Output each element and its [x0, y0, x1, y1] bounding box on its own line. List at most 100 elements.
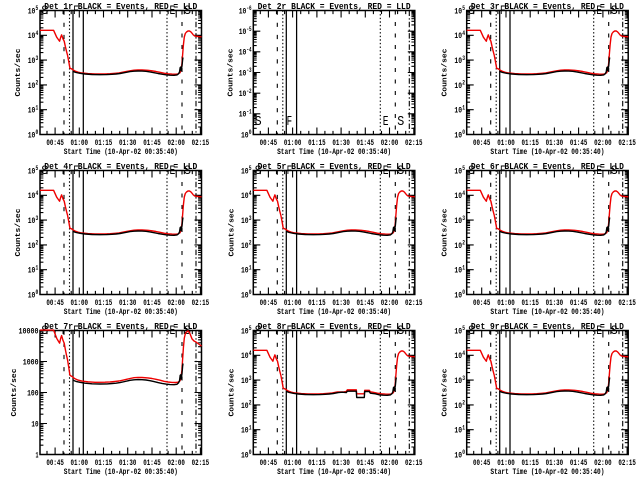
svg-text:Det 8r BLACK = Events, RED = L: Det 8r BLACK = Events, RED = LLD [258, 322, 412, 332]
svg-text:10: 10 [28, 7, 36, 16]
svg-text:2: 2 [462, 80, 465, 87]
svg-text:01:00: 01:00 [284, 139, 302, 148]
svg-text:2: 2 [249, 400, 252, 407]
svg-text:F: F [287, 114, 293, 130]
svg-text:01:45: 01:45 [570, 459, 588, 468]
svg-text:01:00: 01:00 [284, 459, 302, 468]
svg-text:S: S [611, 163, 618, 178]
svg-text:10: 10 [241, 352, 249, 361]
svg-text:10: 10 [454, 82, 462, 91]
svg-text:10: 10 [28, 167, 36, 176]
svg-text:4: 4 [249, 190, 252, 197]
svg-text:5: 5 [462, 5, 465, 12]
svg-text:10: 10 [241, 327, 249, 336]
svg-text:10: 10 [454, 427, 462, 436]
svg-text:10: 10 [28, 242, 36, 251]
svg-text:F: F [500, 323, 506, 338]
svg-text:E: E [596, 3, 602, 18]
svg-text:02:00: 02:00 [167, 139, 185, 148]
svg-text:S: S [184, 3, 191, 18]
svg-text:01:30: 01:30 [546, 139, 564, 148]
svg-text:2: 2 [36, 240, 39, 247]
svg-text:10: 10 [241, 427, 249, 436]
svg-text:4: 4 [462, 350, 465, 357]
svg-text:10: 10 [454, 57, 462, 66]
svg-text:1: 1 [36, 104, 39, 111]
svg-text:02:00: 02:00 [381, 299, 399, 308]
svg-text:10: 10 [454, 192, 462, 201]
svg-text:Det 6r BLACK = Events, RED = L: Det 6r BLACK = Events, RED = LLD [471, 162, 625, 172]
svg-text:1: 1 [249, 264, 252, 271]
svg-text:2: 2 [36, 80, 39, 87]
svg-text:1: 1 [249, 424, 252, 431]
svg-text:4: 4 [36, 30, 39, 37]
svg-text:S: S [468, 163, 475, 178]
svg-text:0: 0 [249, 289, 252, 296]
svg-text:-6: -6 [247, 5, 252, 12]
svg-text:0: 0 [462, 129, 465, 136]
svg-text:10: 10 [241, 377, 249, 386]
svg-text:4: 4 [249, 350, 252, 357]
svg-text:10: 10 [28, 131, 36, 140]
svg-text:02:15: 02:15 [192, 139, 210, 148]
svg-text:00:45: 00:45 [260, 459, 278, 468]
svg-text:2: 2 [462, 400, 465, 407]
svg-text:02:15: 02:15 [405, 139, 423, 148]
svg-text:01:15: 01:15 [308, 299, 326, 308]
svg-text:S: S [255, 163, 262, 178]
svg-text:0: 0 [36, 289, 39, 296]
svg-text:00:45: 00:45 [46, 139, 64, 148]
svg-text:3: 3 [36, 55, 39, 62]
svg-text:10: 10 [454, 402, 462, 411]
svg-text:10: 10 [454, 217, 462, 226]
svg-text:00:45: 00:45 [46, 459, 64, 468]
svg-text:01:45: 01:45 [143, 139, 161, 148]
svg-text:3: 3 [249, 215, 252, 222]
svg-text:Det 5r BLACK = Events, RED = L: Det 5r BLACK = Events, RED = LLD [258, 162, 412, 172]
svg-text:E: E [170, 323, 176, 338]
svg-text:F: F [287, 163, 293, 178]
svg-text:10: 10 [28, 291, 36, 300]
svg-text:4: 4 [36, 190, 39, 197]
svg-text:Counts/sec: Counts/sec [442, 209, 450, 257]
svg-text:S: S [468, 3, 475, 18]
svg-text:F: F [73, 323, 79, 338]
svg-text:01:00: 01:00 [284, 299, 302, 308]
svg-text:01:45: 01:45 [570, 139, 588, 148]
svg-text:5: 5 [462, 325, 465, 332]
svg-text:01:00: 01:00 [497, 459, 515, 468]
svg-text:4: 4 [462, 190, 465, 197]
svg-text:0: 0 [462, 289, 465, 296]
svg-text:10: 10 [454, 242, 462, 251]
svg-text:10: 10 [454, 291, 462, 300]
svg-text:01:00: 01:00 [71, 139, 89, 148]
svg-text:Start Time (10-Apr-02 00:35:40: Start Time (10-Apr-02 00:35:40) [64, 468, 178, 477]
svg-text:01:00: 01:00 [71, 459, 89, 468]
svg-text:02:15: 02:15 [618, 139, 636, 148]
svg-text:1: 1 [36, 451, 39, 460]
svg-text:02:15: 02:15 [618, 459, 636, 468]
svg-text:10: 10 [454, 327, 462, 336]
svg-text:0: 0 [249, 449, 252, 456]
svg-text:10: 10 [241, 451, 249, 460]
svg-text:10: 10 [241, 192, 249, 201]
svg-text:10: 10 [239, 7, 247, 16]
svg-text:S: S [184, 163, 191, 178]
svg-text:10: 10 [454, 352, 462, 361]
svg-text:E: E [170, 163, 176, 178]
svg-text:1: 1 [462, 264, 465, 271]
svg-text:01:45: 01:45 [143, 459, 161, 468]
svg-text:10: 10 [28, 82, 36, 91]
svg-text:Counts/sec: Counts/sec [442, 49, 450, 97]
svg-text:3: 3 [36, 215, 39, 222]
svg-text:02:00: 02:00 [167, 299, 185, 308]
svg-text:02:00: 02:00 [167, 459, 185, 468]
svg-text:Det 7r BLACK = Events, RED = L: Det 7r BLACK = Events, RED = LLD [44, 322, 198, 332]
svg-text:00:45: 00:45 [46, 299, 64, 308]
svg-text:01:45: 01:45 [143, 299, 161, 308]
svg-text:Start Time (10-Apr-02 00:35:40: Start Time (10-Apr-02 00:35:40) [490, 148, 604, 157]
svg-text:E: E [383, 323, 389, 338]
svg-text:S: S [468, 323, 475, 338]
svg-text:-4: -4 [247, 47, 252, 54]
svg-text:10: 10 [241, 242, 249, 251]
